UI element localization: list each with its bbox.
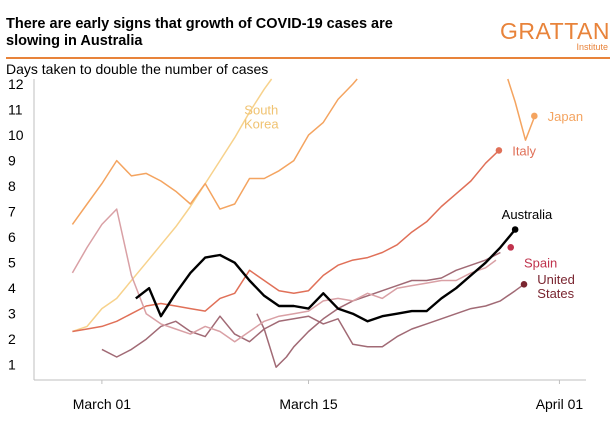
y-tick-label-12: 12: [8, 76, 24, 92]
series-label-line-australia-0: Australia: [502, 207, 553, 222]
series-label-line-spain-0: Spain: [524, 256, 557, 271]
x-tick-label-march-15: March 15: [279, 396, 338, 412]
series-label-spain: Spain: [524, 256, 557, 271]
series-labels: South Korea Japan Italy Australia SpainUnited…: [244, 103, 583, 302]
series-label-line-united-states-0: United: [537, 272, 575, 287]
series-label-united-states: United States: [537, 272, 575, 301]
series-lines: [71, 78, 538, 368]
y-tick-label-7: 7: [8, 204, 16, 220]
series-line-south-korea: [72, 78, 273, 333]
y-tick-label-4: 4: [8, 280, 16, 296]
series-line-united-states-second-trace: [256, 251, 501, 368]
series-line-united-states: [101, 283, 525, 358]
series-label-italy: Italy: [512, 143, 536, 158]
header-divider: [6, 57, 610, 59]
x-tick-label-april-01: April 01: [536, 396, 584, 412]
series-line-australia: [135, 228, 517, 323]
y-tick-label-1: 1: [8, 357, 16, 373]
y-tick-label-11: 11: [8, 102, 23, 118]
end-point-australia: [511, 226, 519, 233]
y-tick-label-6: 6: [8, 229, 16, 245]
series-label-line-south-korea-1: Korea: [244, 117, 279, 132]
x-tick-label-march-01: March 01: [73, 396, 132, 412]
y-tick-label-2: 2: [8, 331, 16, 347]
logo-wordmark: GRATTAN: [500, 18, 610, 44]
y-tick-label-8: 8: [8, 178, 16, 194]
end-point-italy: [495, 147, 503, 154]
y-tick-label-5: 5: [8, 255, 16, 271]
end-point-japan: [531, 112, 538, 120]
chart-title: There are early signs that growth of COV…: [6, 16, 393, 49]
series-line-japan: [71, 78, 536, 225]
series-line-spain: [71, 208, 497, 343]
series-label-line-italy-0: Italy: [512, 143, 536, 158]
series-label-australia: Australia: [502, 207, 553, 222]
y-tick-label-9: 9: [8, 153, 16, 169]
series-label-japan: Japan: [548, 109, 583, 124]
series-label-line-japan-0: Japan: [548, 109, 583, 124]
x-tick-labels: March 01 March 15 April 01: [73, 380, 584, 412]
grattan-logo: GRATTAN Institute: [494, 18, 610, 53]
series-label-south-korea: South Korea: [244, 103, 279, 132]
y-tick-label-10: 10: [8, 127, 24, 143]
y-tick-label-3: 3: [8, 306, 16, 322]
end-point-spain: [507, 244, 515, 251]
y-axis-title: Days taken to double the number of cases: [6, 61, 269, 77]
end-point-united-states: [520, 281, 528, 288]
logo-subtext: Institute: [576, 42, 608, 52]
series-label-line-south-korea-0: South: [244, 103, 278, 118]
series-label-line-united-states-1: States: [537, 286, 574, 301]
